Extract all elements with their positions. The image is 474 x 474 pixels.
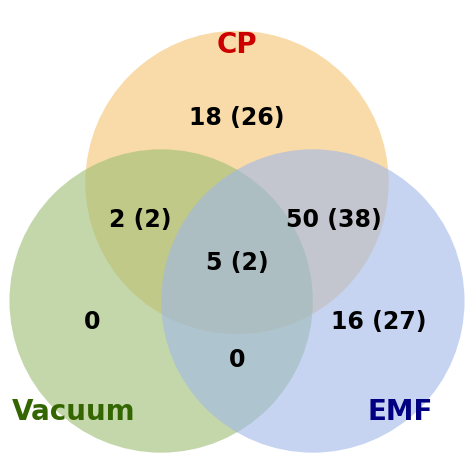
Circle shape bbox=[161, 149, 465, 453]
Text: Vacuum: Vacuum bbox=[12, 398, 135, 427]
Text: 5 (2): 5 (2) bbox=[206, 251, 268, 275]
Text: CP: CP bbox=[217, 31, 257, 59]
Text: 18 (26): 18 (26) bbox=[189, 107, 285, 130]
Circle shape bbox=[9, 149, 313, 453]
Text: 50 (38): 50 (38) bbox=[286, 209, 382, 232]
Circle shape bbox=[85, 31, 389, 334]
Text: EMF: EMF bbox=[368, 398, 433, 427]
Text: 0: 0 bbox=[229, 348, 245, 372]
Text: 0: 0 bbox=[84, 310, 100, 334]
Text: 2 (2): 2 (2) bbox=[109, 209, 171, 232]
Text: 16 (27): 16 (27) bbox=[331, 310, 427, 334]
